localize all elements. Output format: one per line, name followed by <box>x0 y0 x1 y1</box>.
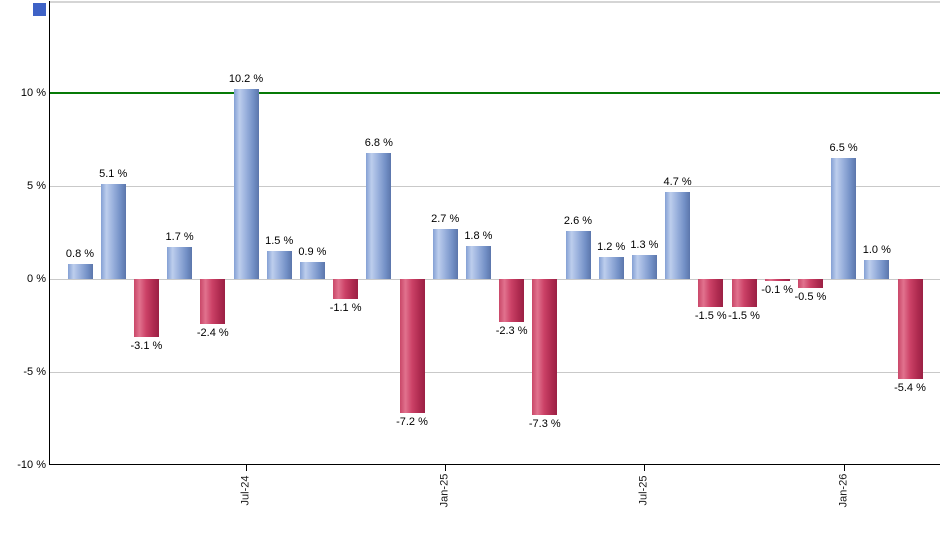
bar-value-label: -3.1 % <box>130 339 163 352</box>
bar <box>399 279 425 413</box>
bar <box>167 247 193 279</box>
bar-value-label: -1.5 % <box>694 309 727 322</box>
bar-value-label: 1.3 % <box>630 238 659 251</box>
bar-value-label: 1.2 % <box>597 240 626 253</box>
bar-value-label: -1.1 % <box>329 302 362 315</box>
bar-value-label: -7.2 % <box>396 415 428 428</box>
bar-value-label: -2.4 % <box>196 326 229 339</box>
bar-value-label: 2.7 % <box>431 212 460 225</box>
x-axis-tick-mark <box>644 465 645 471</box>
x-axis-tick-mark <box>246 465 247 471</box>
gridline <box>50 279 940 280</box>
y-axis-tick-label: 10 % <box>20 87 46 99</box>
bar <box>366 152 392 279</box>
bar-value-label: 5.1 % <box>99 168 128 181</box>
bar <box>67 264 93 279</box>
bar <box>266 251 292 279</box>
bar-value-label: 4.7 % <box>663 175 692 188</box>
bar-value-label: 6.5 % <box>829 142 858 155</box>
bar <box>499 279 525 322</box>
bar <box>299 262 325 279</box>
x-axis-tick-label: Jan-26 <box>837 473 850 508</box>
bar-value-label: 1.7 % <box>165 231 194 244</box>
bar-value-label: 0.9 % <box>298 246 327 259</box>
y-axis-tick-label: 0 % <box>27 273 46 285</box>
bar <box>598 256 624 279</box>
gridline <box>50 186 940 187</box>
bar <box>665 191 691 279</box>
bar-value-label: -1.5 % <box>728 309 760 322</box>
bar <box>200 279 226 324</box>
y-axis-tick-label: -5 % <box>23 366 46 378</box>
bar <box>432 228 458 279</box>
x-axis-tick-label: Jul-24 <box>239 475 252 506</box>
y-axis-line <box>49 1 50 465</box>
bar-value-label: -2.3 % <box>495 324 528 337</box>
bar-value-label: -7.3 % <box>528 417 561 430</box>
bar <box>133 279 159 337</box>
x-axis-tick-mark <box>844 465 845 471</box>
bar-value-label: 10.2 % <box>228 73 264 86</box>
bar <box>831 158 857 279</box>
x-axis-tick-mark <box>445 465 446 471</box>
bar-value-label: -0.5 % <box>794 291 827 304</box>
plot-top-border <box>49 1 940 3</box>
x-axis-tick-label: Jul-25 <box>637 475 650 506</box>
bar <box>465 245 491 279</box>
bar <box>698 279 724 307</box>
bar-value-label: 1.5 % <box>265 235 294 248</box>
series-legend-marker <box>33 3 46 16</box>
bar-value-label: 1.0 % <box>862 244 891 257</box>
threshold-line <box>50 92 940 94</box>
bar <box>631 254 657 279</box>
y-axis-tick-label: -10 % <box>17 459 46 471</box>
bar <box>532 279 558 415</box>
bar <box>100 184 126 279</box>
gridline <box>50 372 940 373</box>
bar <box>333 279 359 300</box>
bar <box>731 279 757 307</box>
bar <box>233 89 259 279</box>
bar <box>864 260 890 279</box>
bar-value-label: 2.6 % <box>563 214 593 227</box>
bar-value-label: 0.8 % <box>65 248 95 261</box>
x-axis-tick-label: Jan-25 <box>438 473 451 508</box>
bar-value-label: -5.4 % <box>894 382 926 395</box>
bar-value-label: 1.8 % <box>464 229 493 242</box>
bar <box>565 230 591 279</box>
bar <box>797 279 823 289</box>
x-axis-line <box>49 464 940 465</box>
y-axis-tick-label: 5 % <box>27 180 46 192</box>
bar-value-label: 6.8 % <box>364 136 393 149</box>
bar <box>764 279 790 281</box>
bar <box>897 279 923 380</box>
bar-value-label: -0.1 % <box>761 283 794 296</box>
